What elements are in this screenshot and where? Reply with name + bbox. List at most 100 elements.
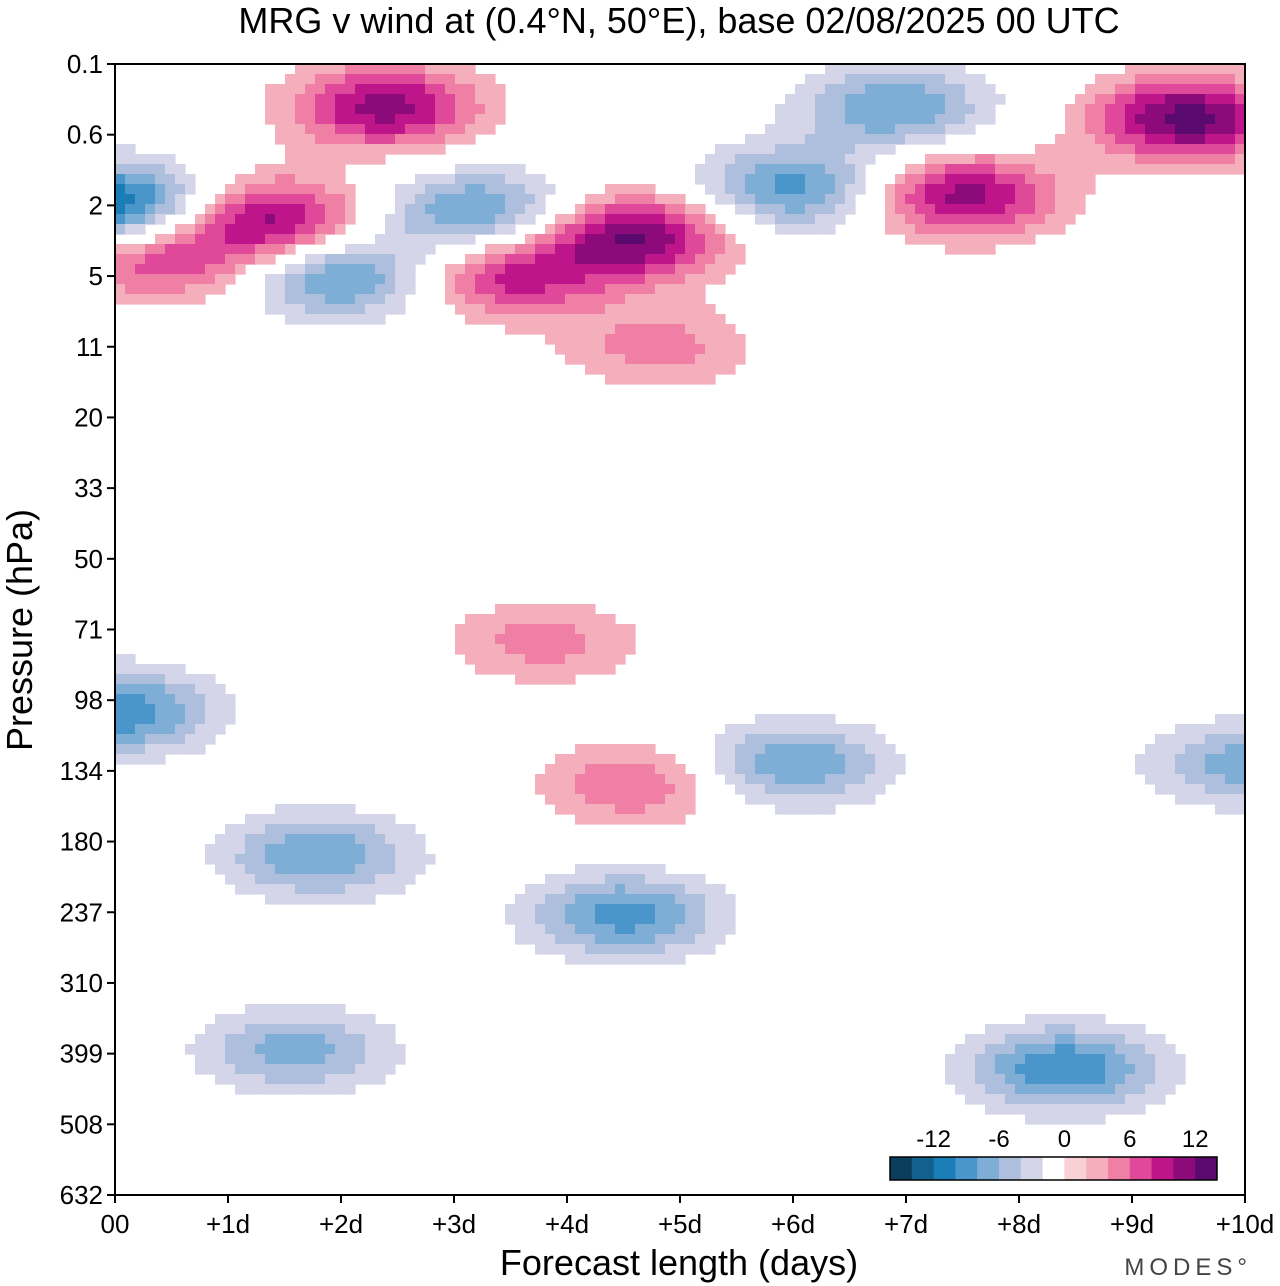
contour-cell xyxy=(275,174,286,185)
contour-cell xyxy=(665,924,676,935)
contour-cell xyxy=(255,1074,266,1085)
contour-cell xyxy=(255,1024,266,1035)
contour-cell xyxy=(1205,724,1216,735)
contour-cell xyxy=(1145,144,1156,155)
contour-cell xyxy=(655,234,666,245)
contour-cell xyxy=(385,114,396,125)
contour-cell xyxy=(675,324,686,335)
contour-cell xyxy=(345,94,356,105)
contour-cell xyxy=(625,884,636,895)
contour-cell xyxy=(925,124,936,135)
contour-cell xyxy=(285,84,296,95)
contour-cell xyxy=(525,634,536,645)
contour-cell xyxy=(705,914,716,925)
contour-cell xyxy=(465,84,476,95)
contour-cell xyxy=(405,214,416,225)
contour-cell xyxy=(325,804,336,815)
contour-cell xyxy=(1035,1074,1046,1085)
contour-cell xyxy=(495,314,506,325)
contour-cell xyxy=(565,644,576,655)
contour-cell xyxy=(195,274,206,285)
contour-cell xyxy=(895,214,906,225)
contour-cell xyxy=(1145,1094,1156,1105)
contour-cell xyxy=(1105,114,1116,125)
contour-cell xyxy=(155,174,166,185)
contour-cell xyxy=(955,224,966,235)
contour-cell xyxy=(165,664,176,675)
contour-cell xyxy=(965,1084,976,1095)
contour-cell xyxy=(185,234,196,245)
contour-cell xyxy=(695,294,706,305)
contour-cell xyxy=(685,914,696,925)
contour-cell xyxy=(215,844,226,855)
contour-cell xyxy=(395,214,406,225)
contour-cell xyxy=(285,104,296,115)
contour-cell xyxy=(325,154,336,165)
contour-cell xyxy=(295,804,306,815)
contour-cell xyxy=(915,64,926,75)
contour-cell xyxy=(955,194,966,205)
contour-cell xyxy=(855,154,866,165)
colorbar-swatch xyxy=(933,1157,956,1180)
contour-cell xyxy=(305,254,316,265)
contour-cell xyxy=(325,814,336,825)
contour-cell xyxy=(135,274,146,285)
x-tick-label: +6d xyxy=(771,1209,815,1239)
contour-cell xyxy=(465,164,476,175)
contour-cell xyxy=(405,94,416,105)
contour-cell xyxy=(295,894,306,905)
contour-cell xyxy=(765,214,776,225)
contour-cell xyxy=(1085,94,1096,105)
contour-cell xyxy=(315,834,326,845)
contour-cell xyxy=(235,1024,246,1035)
contour-cell xyxy=(575,904,586,915)
contour-cell xyxy=(205,734,216,745)
contour-cell xyxy=(535,924,546,935)
contour-cell xyxy=(1185,784,1196,795)
contour-cell xyxy=(435,184,446,195)
contour-cell xyxy=(395,124,406,135)
contour-cell xyxy=(545,914,556,925)
contour-cell xyxy=(1065,1104,1076,1115)
contour-cell xyxy=(845,154,856,165)
contour-cell xyxy=(655,214,666,225)
contour-cell xyxy=(785,224,796,235)
contour-cell xyxy=(295,1024,306,1035)
contour-cell xyxy=(615,904,626,915)
contour-cell xyxy=(835,784,846,795)
contour-cell xyxy=(265,864,276,875)
contour-cell xyxy=(765,154,776,165)
y-tick-label: 310 xyxy=(60,968,103,998)
contour-cell xyxy=(345,874,356,885)
contour-cell xyxy=(635,884,646,895)
contour-cell xyxy=(1115,1044,1126,1055)
contour-cell xyxy=(1065,114,1076,125)
contour-cell xyxy=(345,294,356,305)
contour-cell xyxy=(255,194,266,205)
contour-cell xyxy=(1225,784,1236,795)
contour-cell xyxy=(395,234,406,245)
contour-cell xyxy=(585,904,596,915)
contour-cell xyxy=(1115,1054,1126,1065)
contour-cell xyxy=(165,704,176,715)
contour-cell xyxy=(315,294,326,305)
contour-cell xyxy=(315,184,326,195)
contour-cell xyxy=(665,814,676,825)
contour-cell xyxy=(145,684,156,695)
contour-cell xyxy=(695,244,706,255)
contour-cell xyxy=(1185,114,1196,125)
contour-cell xyxy=(945,234,956,245)
contour-cell xyxy=(155,684,166,695)
contour-cell xyxy=(1235,734,1245,745)
contour-cell xyxy=(805,714,816,725)
contour-cell xyxy=(305,804,316,815)
contour-cell xyxy=(615,184,626,195)
contour-cell xyxy=(595,934,606,945)
contour-cell xyxy=(565,874,576,885)
contour-cell xyxy=(665,294,676,305)
contour-cell xyxy=(165,744,176,755)
contour-cell xyxy=(585,294,596,305)
contour-cell xyxy=(645,864,656,875)
contour-cell xyxy=(995,1084,1006,1095)
contour-cell xyxy=(1235,104,1245,115)
